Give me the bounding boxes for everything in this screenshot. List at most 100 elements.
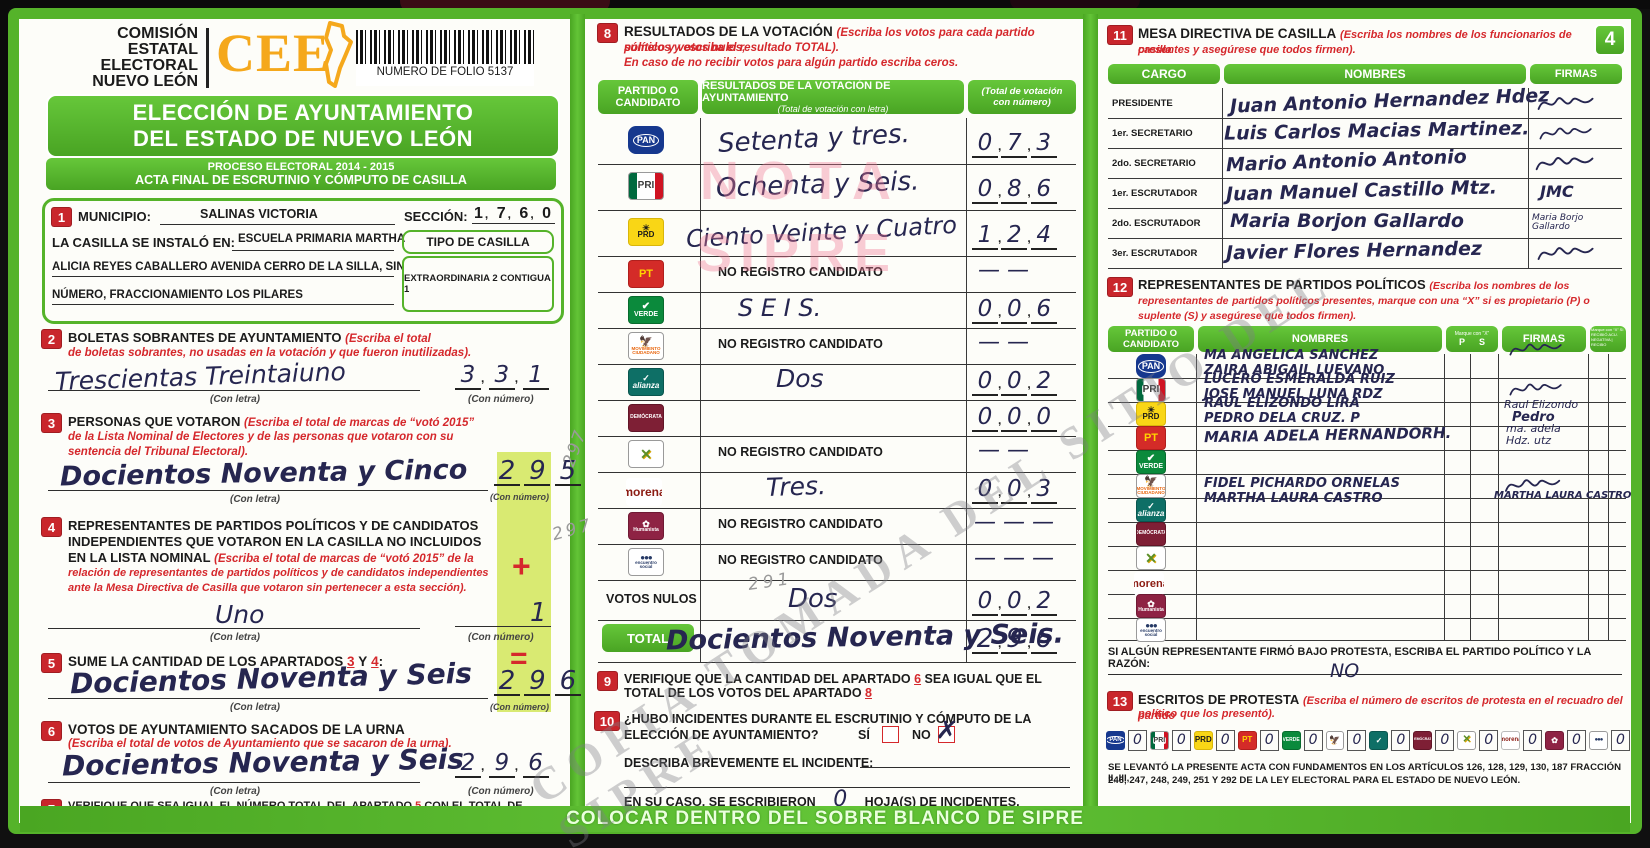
section-4-note-2: relación de representantes de partidos p… xyxy=(68,567,489,579)
pan-logo: PAN xyxy=(1136,354,1166,378)
table11-row-2do-secretario: 2do. SECRETARIO Mario Antonio Antonio xyxy=(1108,146,1622,179)
table8-row-nulos: VOTOS NULOS 291 Dos 0,0,2 xyxy=(598,569,1076,621)
table12-vline-5 xyxy=(1588,354,1589,640)
section-1-badge: 1 xyxy=(52,208,71,226)
section-8-badge: 8 xyxy=(598,24,617,42)
table12-header-extra: Marque con “X” SI RECIBIÓ ACU. NEGATIVA … xyxy=(1590,326,1626,352)
firma-text: MARTHA LAURA CASTRO xyxy=(1494,490,1632,501)
table8-row-pt: PT NO REGISTRO CANDIDATO — — xyxy=(598,256,1076,293)
prd-logo: ☀ PRD xyxy=(628,218,664,246)
section-10-q2: ELECCIÓN DE AYUNTAMIENTO? xyxy=(624,728,819,742)
org-line-3: ELECTORAL xyxy=(100,57,198,74)
table12-row-pt: PT MARIA ADELA HERNANDORH. ma. adela Hdz… xyxy=(1108,422,1626,451)
democrata-logo: DEMÓCRATA xyxy=(1413,730,1433,750)
no-checkbox[interactable] xyxy=(938,726,955,743)
section-8-note-3: En caso de no recibir votos para algún p… xyxy=(624,57,959,69)
tipo-casilla-value: EXTRAORDINARIA 2 CONTIGUA 1 xyxy=(404,273,551,295)
table12-header-firmas: FIRMAS xyxy=(1502,326,1586,352)
nueva-alianza-logo: ✓ xyxy=(1369,730,1389,750)
protesta-count-box: 0 xyxy=(1479,729,1499,751)
municipio-value: SALINAS VICTORIA xyxy=(200,207,318,221)
morena-logo: morena xyxy=(1501,730,1521,750)
protesta-line xyxy=(1108,660,1622,675)
pan-logo: PAN xyxy=(1106,730,1125,750)
verde-logo: ✔ VERDE xyxy=(628,296,664,324)
table8-row-mc: 🦅 MOVIMIENTO CIUDADANO NO REGISTRO CANDID… xyxy=(598,328,1076,365)
table12-row-pri: PRI LUCERO ESMERALDA RUIZ JOSE MANUEL LU… xyxy=(1108,372,1626,403)
instalada-underline xyxy=(232,232,394,251)
protesta-count-box: 0 xyxy=(1610,729,1630,751)
pt-logo: PT xyxy=(1136,426,1166,450)
org-name-block: COMISIÓN ESTATAL ELECTORAL NUEVO LEÓN xyxy=(48,26,198,90)
section-4-handwritten-letra: Uno xyxy=(215,600,265,629)
table12-row-humanista: ✿ Humanista xyxy=(1108,594,1626,619)
section-13-badge: 13 xyxy=(1108,692,1132,710)
table12-row-prd: ☀ PRD RAUL ELIZONDO LIRA PEDRO DELA CRUZ.… xyxy=(1108,396,1626,427)
table12-row-democrata: DEMÓCRATA xyxy=(1108,522,1626,547)
prd-logo: PRD xyxy=(1193,730,1213,750)
section-11-note-2: presentes y asegúrese que todos firmen). xyxy=(1138,44,1356,56)
cee-logo: CEE xyxy=(216,23,331,83)
address-underline-2 xyxy=(52,258,394,277)
section-9-badge: 9 xyxy=(598,672,617,690)
scan-edge-top xyxy=(0,0,1650,9)
address-line-3: NÚMERO, FRACCIONAMIENTO LOS PILARES xyxy=(52,289,303,301)
incidente-line-2 xyxy=(624,773,1070,788)
section-3-note-3: sentencia del Tribunal Electoral). xyxy=(68,446,249,458)
con-numero-label-6: (Con número) xyxy=(468,786,534,797)
firma-text: Maria Borjo Gallardo xyxy=(1532,213,1584,232)
instalada-label: LA CASILLA SE INSTALÓ EN: xyxy=(52,235,235,250)
table12-vline-3 xyxy=(1470,354,1471,640)
section-2-title: BOLETAS SOBRANTES DE AYUNTAMIENTO (Escri… xyxy=(68,330,431,345)
section-4-digit: 1 xyxy=(530,598,547,628)
legal-text-1: SE LEVANTÓ LA PRESENTE ACTA CON FUNDAMEN… xyxy=(1108,762,1622,784)
con-letra-label-3: (Con letra) xyxy=(230,494,280,505)
protesta-count-box: 0 xyxy=(1171,729,1191,751)
seccion-label: SECCIÓN: xyxy=(404,209,468,224)
democrata-logo: DEMÓCRATA xyxy=(1136,522,1166,546)
votos-nulos-label: VOTOS NULOS xyxy=(606,592,697,606)
section-11-title: MESA DIRECTIVA DE CASILLA (Escriba los n… xyxy=(1138,26,1572,56)
section-1-box xyxy=(42,198,564,324)
describa-label: DESCRIBA BREVEMENTE EL INCIDENTE: xyxy=(624,756,874,770)
signature-scribble xyxy=(1534,151,1596,175)
section-4-digit-line xyxy=(455,608,551,627)
con-letra-label-6: (Con letra) xyxy=(210,786,260,797)
si-label: SÍ xyxy=(858,728,870,742)
protesta-count-box: 0 xyxy=(1567,729,1586,751)
address-underline-3 xyxy=(52,286,394,305)
page-number-badge: 4 xyxy=(1594,24,1626,56)
pri-logo: PRI xyxy=(1136,378,1166,402)
encuentro-social-logo: ●●● encuentro social xyxy=(628,548,664,576)
total-label: TOTAL xyxy=(602,624,694,652)
section-5-badge: 5 xyxy=(42,654,61,672)
section-5-digits: 2 9 6 xyxy=(494,668,581,696)
nueva-alianza-logo: ✓ alianza xyxy=(628,368,664,396)
table11-row-1er-secretario: 1er. SECRETARIO Luis Carlos Macias Marti… xyxy=(1108,117,1622,149)
barcode-box: NUMERO DE FOLIO 5137 xyxy=(356,30,534,86)
section-8-note-2: súmelos y escriba el resultado TOTAL). xyxy=(624,42,839,54)
con-numero-label-3: (Con número) xyxy=(490,492,549,502)
si-checkbox[interactable] xyxy=(882,726,899,743)
subtitle-2: ACTA FINAL DE ESCRUTINIO Y CÓMPUTO DE CA… xyxy=(135,173,467,187)
plus-symbol: + xyxy=(512,548,531,584)
table8-row-morena: morena Tres. 0,0,3 xyxy=(598,471,1076,509)
table12-row-encuentro: ●●● encuentro social xyxy=(1108,618,1626,642)
protesta-count-box: 0 xyxy=(1127,729,1147,751)
subtitle-1: PROCESO ELECTORAL 2014 - 2015 xyxy=(207,161,395,173)
firma-text: ma. adela xyxy=(1506,422,1561,435)
section-2-note-2: de boletas sobrantes, no usadas en la vo… xyxy=(68,347,472,359)
con-numero-label-5: (Con número) xyxy=(490,702,549,712)
section-6-badge: 6 xyxy=(42,722,61,740)
table11-header-nombres: NOMBRES xyxy=(1224,64,1526,84)
con-letra-label-2: (Con letra) xyxy=(210,394,260,405)
table8-row-pan: PAN Setenta y tres. 0,7,3 xyxy=(598,118,1076,165)
subtitle-box: PROCESO ELECTORAL 2014 - 2015 ACTA FINAL… xyxy=(46,158,556,190)
humanista-logo: ✿ Humanista xyxy=(628,512,664,540)
protesta-count-box: 0 xyxy=(1303,729,1323,751)
movimiento-ciudadano-logo: 🦅 MOVIMIENTO CIUDADANO xyxy=(1136,474,1166,498)
tipo-casilla-label-box: TIPO DE CASILLA xyxy=(402,230,554,254)
protesta-answer: NO xyxy=(1330,660,1360,682)
cruzada-ciudadana-logo: ✕ xyxy=(628,440,664,468)
section-4-title-1: REPRESENTANTES DE PARTIDOS POLÍTICOS Y D… xyxy=(68,518,479,533)
